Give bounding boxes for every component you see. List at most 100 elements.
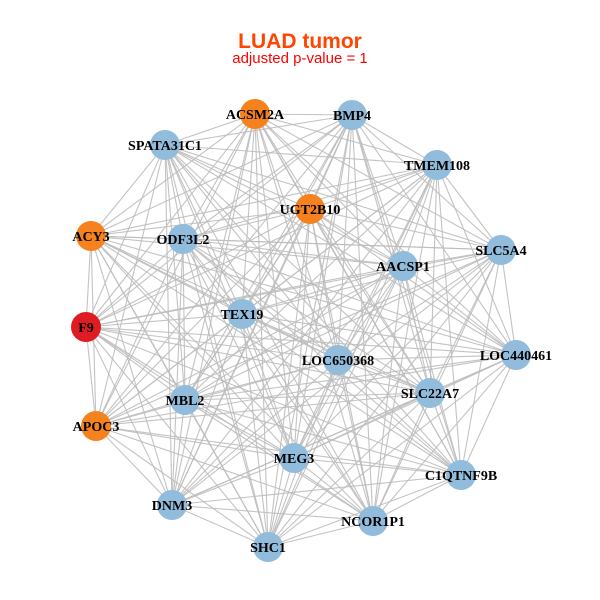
edge-line xyxy=(241,313,339,361)
edge-line xyxy=(95,265,404,427)
edge-line xyxy=(351,114,517,356)
edge-line xyxy=(460,249,502,476)
node-circle-acy3 xyxy=(76,221,106,251)
edge-line xyxy=(372,474,462,522)
edge-line xyxy=(85,164,438,328)
edge-line xyxy=(241,113,256,315)
edge-line xyxy=(267,208,311,548)
node-label-spata31c1: SPATA31C1 xyxy=(128,139,202,154)
edge-line xyxy=(402,265,517,356)
edge-line xyxy=(182,238,269,548)
node-circle-acsm2a xyxy=(240,99,270,129)
node-circle-c1qtnf9b xyxy=(446,460,476,490)
edge-line xyxy=(171,457,295,506)
edge-line xyxy=(85,144,166,328)
edge-line xyxy=(293,392,431,459)
node-circle-f9 xyxy=(71,312,101,342)
node-label-tex19: TEX19 xyxy=(221,308,264,323)
label-layer: ACSM2A BMP4 SPATA31C1 TMEM108 UGT2B10 ACY3 ODF… xyxy=(72,108,552,556)
node-label-shc1: SHC1 xyxy=(250,541,286,556)
edge-line xyxy=(164,144,517,356)
edge-line xyxy=(90,235,404,267)
edge-line xyxy=(164,144,184,240)
edge-line xyxy=(337,359,374,522)
edge-line xyxy=(85,326,186,401)
edge-line xyxy=(254,113,374,522)
edge-line xyxy=(241,313,269,548)
node-layer xyxy=(71,99,531,562)
edge-line xyxy=(254,113,353,116)
edge-line xyxy=(372,265,404,522)
edge-line xyxy=(293,164,438,459)
node-circle-mbl2 xyxy=(170,385,200,415)
edge-line xyxy=(164,144,462,476)
edge-line xyxy=(337,354,517,361)
node-circle-aacsp1 xyxy=(388,251,418,281)
edge-line xyxy=(337,359,431,394)
node-circle-loc650368 xyxy=(323,345,353,375)
edge-line xyxy=(95,425,374,522)
edge-line xyxy=(372,392,431,522)
edge-line xyxy=(267,457,295,548)
node-label-dnm3: DNM3 xyxy=(152,499,192,514)
edge-line xyxy=(85,238,184,328)
edge-line xyxy=(171,238,184,506)
edge-line xyxy=(90,235,173,506)
edge-line xyxy=(402,265,462,476)
edge-line xyxy=(95,359,339,427)
edge-line xyxy=(184,392,431,401)
edge-line xyxy=(95,144,166,427)
edge-line xyxy=(241,313,517,356)
node-circle-slc5a4 xyxy=(486,235,516,265)
node-label-f9: F9 xyxy=(78,321,94,336)
node-label-mbl2: MBL2 xyxy=(166,394,205,409)
edge-line xyxy=(372,164,438,522)
edge-line xyxy=(351,114,438,166)
edge-line xyxy=(337,114,353,361)
node-circle-bmp4 xyxy=(337,100,367,130)
node-label-meg3: MEG3 xyxy=(274,452,314,467)
edge-line xyxy=(309,208,431,394)
edge-line xyxy=(309,208,502,251)
edge-line xyxy=(85,313,243,328)
edge-line xyxy=(182,238,404,267)
edge-line xyxy=(351,114,431,394)
edge-line xyxy=(90,164,438,237)
edge-line xyxy=(90,235,462,476)
edge-line xyxy=(436,164,502,251)
edge-line xyxy=(171,504,374,522)
node-circle-meg3 xyxy=(279,443,309,473)
node-circle-slc22a7 xyxy=(415,378,445,408)
edge-line xyxy=(351,114,502,251)
node-circle-odf3l2 xyxy=(168,224,198,254)
edge-line xyxy=(293,249,502,459)
node-circle-spata31c1 xyxy=(150,130,180,160)
edge-line xyxy=(184,399,374,522)
edge-line xyxy=(164,144,173,506)
edge-line xyxy=(337,164,438,361)
edge-line xyxy=(95,425,173,506)
edge-line xyxy=(184,313,243,401)
edge-line xyxy=(309,164,438,210)
node-label-slc5a4: SLC5A4 xyxy=(475,244,526,259)
node-label-odf3l2: ODF3L2 xyxy=(157,233,210,248)
edge-line xyxy=(164,144,311,210)
edge-line xyxy=(85,326,339,361)
node-label-acsm2a: ACSM2A xyxy=(226,108,285,123)
edge-line xyxy=(351,114,404,267)
edge-line xyxy=(182,238,186,401)
edge-line xyxy=(95,313,243,427)
edge-line xyxy=(337,359,462,476)
edge-line xyxy=(402,164,438,267)
edge-line xyxy=(164,144,243,315)
edge-line xyxy=(95,425,269,548)
node-circle-shc1 xyxy=(253,532,283,562)
edge-line xyxy=(85,326,517,356)
edge-line xyxy=(184,114,353,401)
edge-line xyxy=(293,457,462,476)
edge-line xyxy=(164,144,502,251)
node-circle-apoc3 xyxy=(81,411,111,441)
edge-line xyxy=(164,144,269,548)
edge-line xyxy=(184,399,295,459)
